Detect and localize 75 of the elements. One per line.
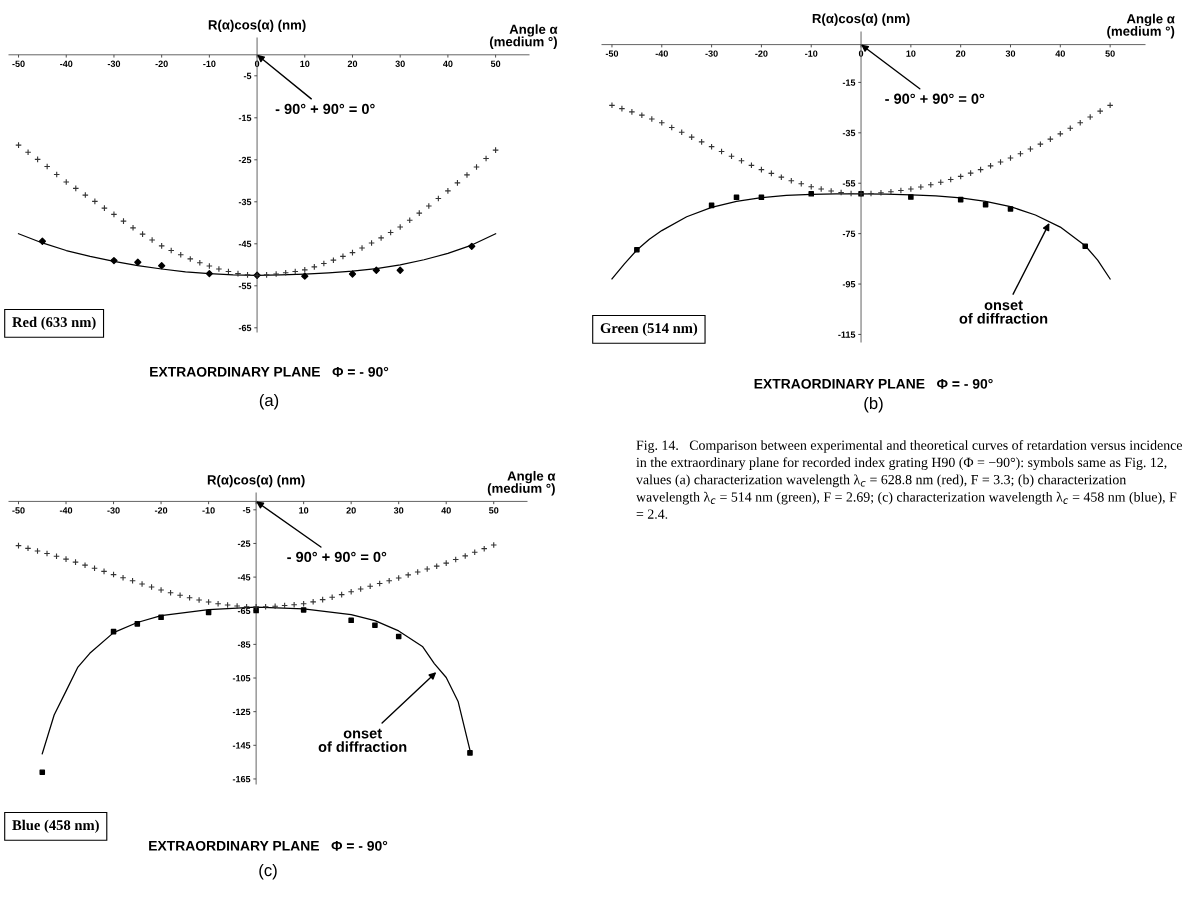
y-tick-label: -35	[238, 198, 252, 206]
y-tick-label: -55	[238, 282, 252, 290]
x-tick-label: 50	[490, 60, 501, 67]
y-tick-label: -5	[242, 506, 251, 514]
y-tick-label: -125	[232, 708, 251, 716]
annotation: - 90° + 90° = 0°	[275, 103, 375, 115]
x-tick-label: 30	[395, 60, 405, 67]
x-tick-label: 50	[488, 507, 499, 514]
y-tick-label: -45	[237, 574, 251, 581]
annotation: onset of diffraction	[959, 300, 1048, 324]
y-tick-label: -45	[238, 240, 252, 248]
x-tick-label: 30	[1005, 50, 1016, 57]
x-tick-label: -30	[705, 50, 718, 57]
y-tick-label: -75	[842, 230, 856, 237]
x-tick-label: 50	[1105, 50, 1115, 57]
x-tick-label: -40	[60, 60, 73, 67]
x-tick-label: -20	[755, 50, 768, 57]
text: EXTRAORDINARY PLANE Φ = - 90°	[150, 366, 389, 377]
y-tick-label: -15	[238, 114, 252, 122]
x-tick-label: -20	[155, 60, 168, 67]
text: Blue (458 nm)	[12, 819, 99, 833]
y-axis-title: R(α)cos(α) (nm)	[812, 13, 910, 26]
y-tick-label: -115	[838, 331, 856, 338]
y-tick-label: -55	[842, 180, 856, 187]
y-tick-label: -25	[237, 540, 251, 547]
text: (c)	[259, 863, 277, 880]
annotation: - 90° + 90° = 0°	[885, 93, 985, 104]
y-tick-label: -65	[237, 607, 251, 615]
x-tick-label: -30	[107, 60, 121, 67]
x-tick-label: 40	[441, 507, 451, 514]
x-tick-label: 40	[1055, 50, 1065, 57]
y-tick-label: -65	[238, 324, 252, 332]
x-tick-label: -10	[202, 507, 215, 514]
x-tick-label: 0	[858, 50, 864, 57]
x-tick-label: -50	[605, 50, 619, 57]
y-axis-title: R(α)cos(α) (nm)	[208, 19, 306, 33]
y-tick-label: -35	[842, 129, 856, 137]
x-axis-title: Angle α (medium °)	[489, 24, 558, 49]
text: (a)	[259, 393, 279, 410]
annotation: Green (514 nm)	[600, 322, 698, 336]
x-tick-label: 10	[906, 50, 916, 57]
x-tick-label: 40	[443, 60, 453, 67]
annotation: onset of diffraction	[318, 728, 407, 752]
text: EXTRAORDINARY PLANE Φ = - 90°	[149, 840, 388, 851]
x-tick-label: -20	[154, 507, 168, 514]
y-tick-label: -165	[232, 775, 251, 783]
x-tick-label: -10	[805, 50, 818, 57]
x-tick-label: -30	[107, 507, 120, 514]
x-tick-label: 10	[300, 60, 310, 67]
text: EXTRAORDINARY PLANE Φ = - 90°	[754, 378, 993, 389]
x-tick-label: 10	[299, 507, 309, 514]
y-tick-label: -5	[243, 72, 252, 80]
x-tick-label: 0	[254, 60, 260, 67]
x-tick-label: -50	[12, 60, 25, 67]
x-tick-label: -40	[655, 50, 668, 57]
x-tick-label: 20	[347, 60, 358, 67]
x-tick-label: 20	[346, 507, 356, 514]
y-tick-label: -95	[842, 281, 856, 288]
x-tick-label: -50	[12, 507, 25, 514]
text: (b)	[864, 396, 883, 413]
y-tick-label: -25	[238, 156, 252, 164]
y-tick-label: -105	[232, 675, 251, 682]
y-tick-label: -145	[232, 742, 251, 749]
annotation: Red (633 nm)	[12, 316, 96, 330]
text: Fig. 14. Comparison between experimental and theoretical curves of retardation versus incidence in the extraordinary plane for recorded index grating H90 (Φ = −90°): symbols same as Fig. 12, values (a) characterization wavelength λ$_{c}$ = 628.8 nm (red), F = 3.3; (b) characterization wavelength λ$_{c}$ = 514 nm (green), F = 2.69; (c) characterization wavelength λ$_{c}$ = 458 nm (blue), F = 2.4.	[636, 440, 1183, 519]
y-tick-label: -15	[842, 79, 856, 86]
x-tick-label: -40	[59, 507, 73, 514]
x-tick-label: 20	[955, 50, 966, 57]
x-tick-label: -10	[203, 60, 216, 67]
y-axis-title: R(α)cos(α) (nm)	[207, 474, 305, 488]
annotation: - 90° + 90° = 0°	[287, 551, 387, 563]
x-axis-title: Angle α (medium °)	[487, 470, 556, 496]
y-tick-label: -85	[237, 641, 251, 648]
x-axis-title: Angle α (medium °)	[1107, 13, 1175, 39]
x-tick-label: 30	[393, 507, 404, 514]
